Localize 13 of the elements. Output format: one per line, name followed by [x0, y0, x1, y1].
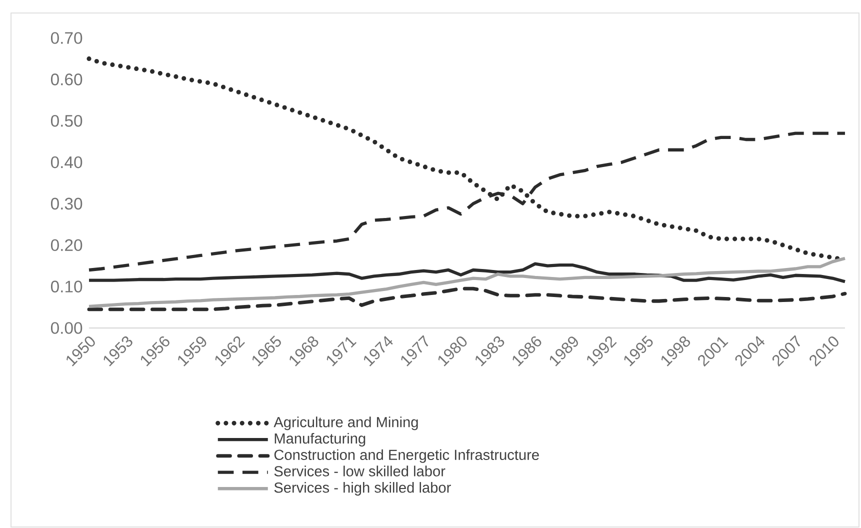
legend-label: Services - high skilled labor: [274, 482, 451, 496]
legend-label: Manufacturing: [274, 432, 366, 447]
legend-label: Agriculture and Mining: [274, 416, 418, 430]
y-tick-label: 0.20: [50, 239, 82, 252]
legend-label: Construction and Energetic Infrastructure: [274, 449, 539, 463]
legend-label: Services - low skilled labor: [274, 466, 446, 476]
y-tick-label: 0.30: [50, 198, 82, 210]
y-tick-label: 0.50: [50, 114, 82, 127]
y-tick-label: 0.00: [50, 322, 82, 334]
y-tick-label: 0.10: [50, 280, 82, 292]
y-tick-label: 0.70: [50, 32, 82, 44]
y-tick-label: 0.40: [50, 156, 82, 168]
y-tick-label: 0.60: [50, 74, 82, 86]
